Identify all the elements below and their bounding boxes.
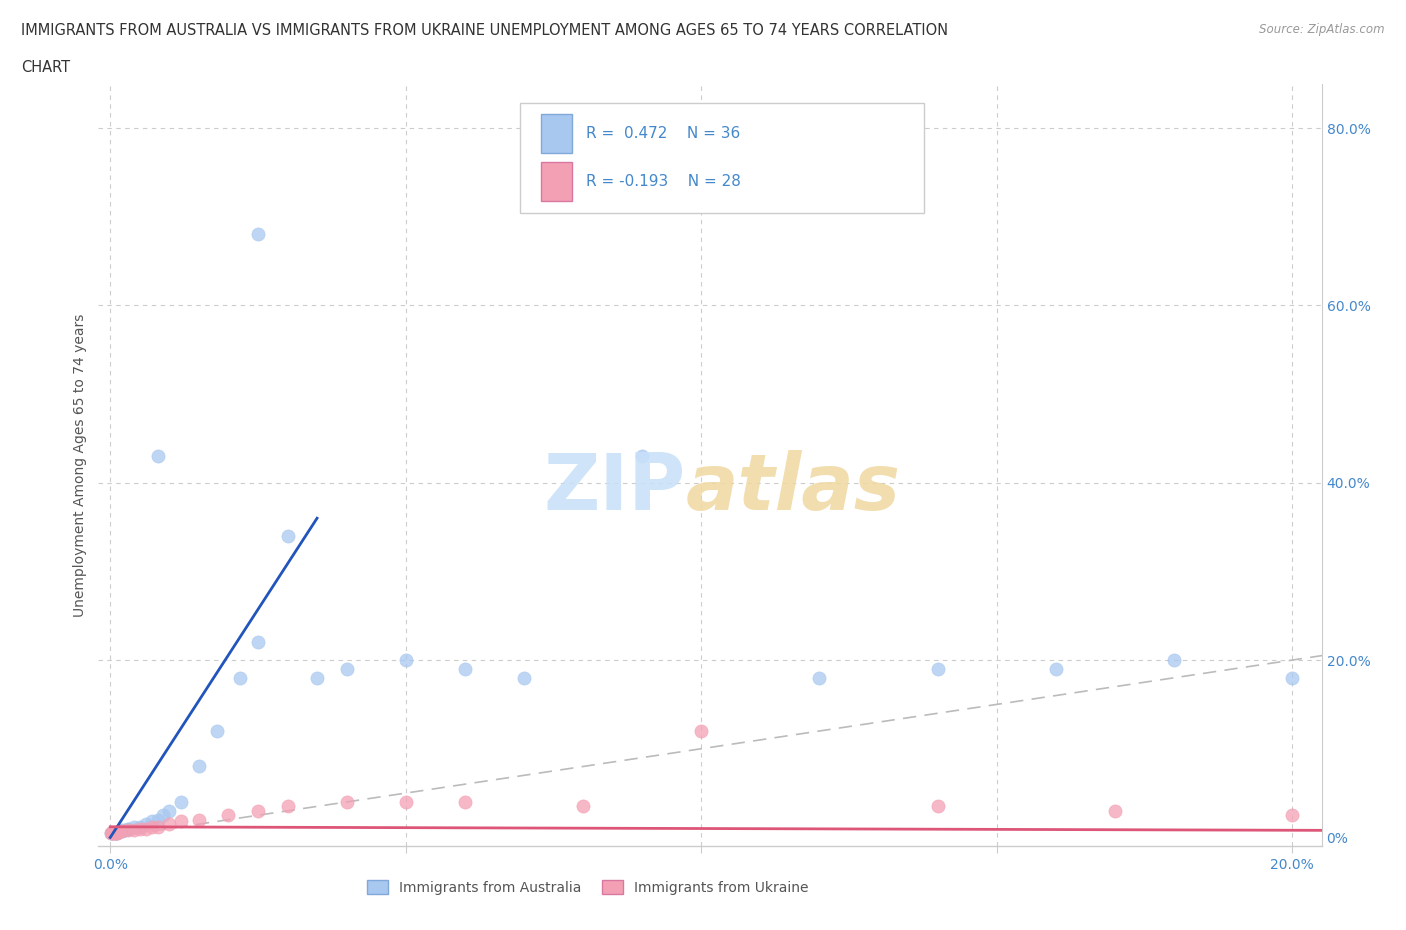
Text: IMMIGRANTS FROM AUSTRALIA VS IMMIGRANTS FROM UKRAINE UNEMPLOYMENT AMONG AGES 65 : IMMIGRANTS FROM AUSTRALIA VS IMMIGRANTS … xyxy=(21,23,948,38)
Point xyxy=(157,817,180,831)
Point xyxy=(117,821,139,836)
Point xyxy=(152,808,174,823)
FancyBboxPatch shape xyxy=(541,113,572,153)
Point xyxy=(927,799,949,814)
Point xyxy=(336,661,359,676)
Point xyxy=(135,821,157,836)
Point xyxy=(122,819,145,834)
Point xyxy=(246,804,269,818)
Point xyxy=(187,759,209,774)
Point xyxy=(1104,804,1126,818)
Point xyxy=(276,528,298,543)
Point xyxy=(117,821,139,836)
Point xyxy=(103,826,125,841)
Y-axis label: Unemployment Among Ages 65 to 74 years: Unemployment Among Ages 65 to 74 years xyxy=(73,313,87,617)
Point xyxy=(104,826,127,841)
Point xyxy=(141,814,163,829)
Point xyxy=(108,824,131,839)
Point xyxy=(128,821,150,836)
Point xyxy=(122,823,145,838)
Point xyxy=(631,448,654,463)
Point xyxy=(336,794,359,809)
Point xyxy=(108,824,131,839)
Point xyxy=(572,799,595,814)
Point xyxy=(111,824,134,839)
Point xyxy=(146,812,169,827)
Point xyxy=(105,826,128,841)
Point xyxy=(146,819,169,834)
Text: Source: ZipAtlas.com: Source: ZipAtlas.com xyxy=(1260,23,1385,36)
Point xyxy=(217,808,239,823)
Point xyxy=(170,814,193,829)
Point xyxy=(111,823,134,838)
Point xyxy=(1281,808,1303,823)
Point xyxy=(157,804,180,818)
Point xyxy=(146,448,169,463)
Point xyxy=(307,671,329,685)
Point xyxy=(105,826,128,841)
FancyBboxPatch shape xyxy=(520,103,924,213)
Point xyxy=(187,812,209,827)
Point xyxy=(690,724,713,738)
Point xyxy=(128,819,150,834)
Text: R = -0.193    N = 28: R = -0.193 N = 28 xyxy=(586,174,741,189)
Point xyxy=(135,817,157,831)
Point xyxy=(513,671,536,685)
Point xyxy=(141,819,163,834)
Point xyxy=(1163,653,1185,668)
Point xyxy=(101,826,124,841)
Point xyxy=(114,823,136,838)
Point xyxy=(170,794,193,809)
Point xyxy=(104,826,127,841)
Point xyxy=(117,823,139,838)
Text: atlas: atlas xyxy=(686,450,901,525)
Point xyxy=(105,826,128,841)
Point xyxy=(395,653,418,668)
Point xyxy=(808,671,831,685)
FancyBboxPatch shape xyxy=(541,162,572,201)
Legend: Immigrants from Australia, Immigrants from Ukraine: Immigrants from Australia, Immigrants fr… xyxy=(361,874,814,900)
Text: ZIP: ZIP xyxy=(543,450,686,525)
Point xyxy=(276,799,298,814)
Point xyxy=(454,661,477,676)
Point xyxy=(1045,661,1067,676)
Point xyxy=(100,826,122,841)
Point xyxy=(454,794,477,809)
Text: CHART: CHART xyxy=(21,60,70,75)
Point xyxy=(246,635,269,650)
Point xyxy=(205,724,228,738)
Point xyxy=(246,227,269,242)
Point xyxy=(1281,671,1303,685)
Point xyxy=(103,826,125,841)
Point xyxy=(100,826,122,841)
Point xyxy=(927,661,949,676)
Point xyxy=(229,671,252,685)
Text: R =  0.472    N = 36: R = 0.472 N = 36 xyxy=(586,126,741,140)
Point xyxy=(111,824,134,839)
Point xyxy=(105,826,128,841)
Point xyxy=(101,826,124,841)
Point xyxy=(395,794,418,809)
